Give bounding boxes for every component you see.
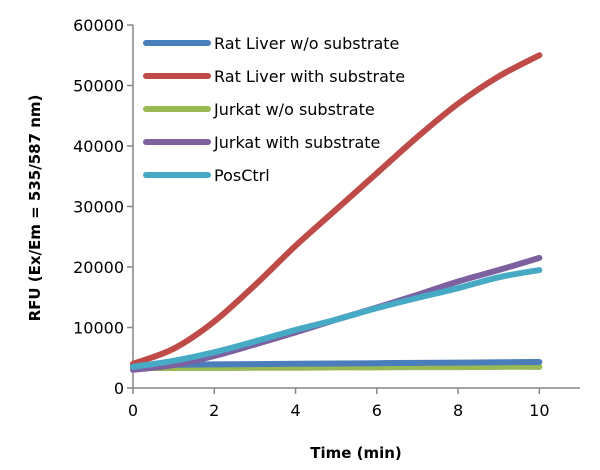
x-tick-label: 6 (372, 401, 382, 420)
legend-label: Jurkat with substrate (213, 133, 380, 152)
axes: 0 10000 20000 30000 40000 50000 60000 0 2 4 6 8 10 (73, 16, 580, 420)
legend-label: Rat Liver with substrate (214, 67, 405, 86)
series-line-2 (130, 363, 543, 372)
y-axis-label: RFU (Ex/Em = 535/587 nm) (26, 95, 44, 322)
series-lines (130, 52, 543, 373)
x-tick-label: 4 (290, 401, 300, 420)
legend-label: Jurkat w/o substrate (213, 100, 375, 119)
series-line-0 (130, 358, 543, 369)
y-tick-label: 0 (114, 379, 124, 398)
y-tick-label: 40000 (73, 137, 124, 156)
y-tick-label: 30000 (73, 198, 124, 217)
x-axis-label: Time (min) (310, 444, 402, 462)
legend: Rat Liver w/o substrate Rat Liver with su… (143, 34, 405, 185)
x-tick-label: 10 (529, 401, 549, 420)
series-line-1 (130, 52, 543, 367)
series-line-3 (130, 254, 543, 373)
x-tick-label: 0 (128, 401, 138, 420)
series-line-4 (130, 267, 543, 370)
x-tick-label: 2 (209, 401, 219, 420)
y-tick-label: 60000 (73, 16, 124, 35)
legend-label: PosCtrl (214, 166, 270, 185)
y-tick-label: 50000 (73, 77, 124, 96)
legend-label: Rat Liver w/o substrate (214, 34, 399, 53)
x-tick-label: 8 (453, 401, 463, 420)
y-tick-label: 10000 (73, 319, 124, 338)
y-tick-label: 20000 (73, 258, 124, 277)
